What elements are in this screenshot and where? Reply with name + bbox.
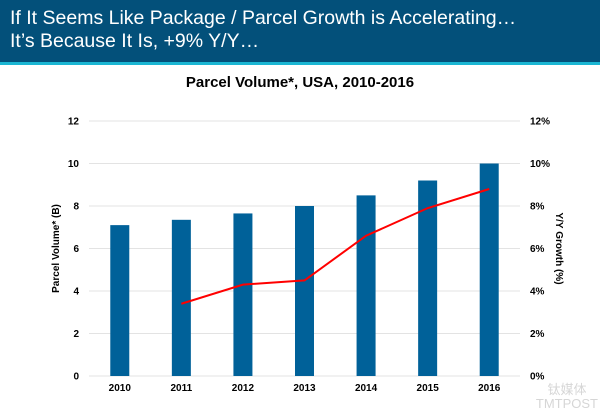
y2-tick-label: 12% [530,117,550,128]
y2-tick-label: 0% [530,372,545,383]
bar-2013 [295,206,314,376]
x-tick-label: 2011 [171,383,193,394]
y-tick-label: 6 [73,244,79,255]
y-tick-label: 0 [73,372,79,383]
y2-tick-label: 8% [530,202,545,213]
x-tick-label: 2012 [232,383,255,394]
header-line-2: It’s Because It Is, +9% Y/Y… [10,30,260,52]
y2-axis-label: Y/Y Growth (%) [553,212,564,284]
bar-2015 [418,180,438,376]
watermark-logo: 钛媒体 TMTPOST [535,382,598,411]
bar-2012 [233,213,253,376]
slide-header: If It Seems Like Package / Parcel Growth… [0,0,600,65]
growth-line [181,188,490,305]
bar-2011 [171,219,191,376]
x-tick-label: 2015 [417,383,440,394]
y2-tick-label: 4% [530,287,545,298]
y-tick-label: 2 [73,329,79,340]
chart-title: Parcel Volume*, USA, 2010-2016 [185,74,415,91]
bar-2014 [356,195,376,376]
y-tick-label: 10 [68,159,80,170]
y2-tick-label: 10% [530,159,550,170]
y2-tick-label: 6% [530,244,545,255]
header-line-1: If It Seems Like Package / Parcel Growth… [10,7,517,29]
bar-2010 [110,225,130,376]
x-tick-label: 2013 [293,383,316,394]
y-tick-label: 12 [68,117,80,128]
x-tick-label: 2010 [109,383,132,394]
y-tick-label: 8 [73,202,79,213]
x-tick-label: 2014 [355,383,378,394]
bar-2016 [479,163,499,376]
x-tick-label: 2016 [478,383,501,394]
y-tick-label: 4 [73,287,79,298]
y2-tick-label: 2% [530,329,545,340]
y-axis-label: Parcel Volume* (B) [51,204,62,293]
